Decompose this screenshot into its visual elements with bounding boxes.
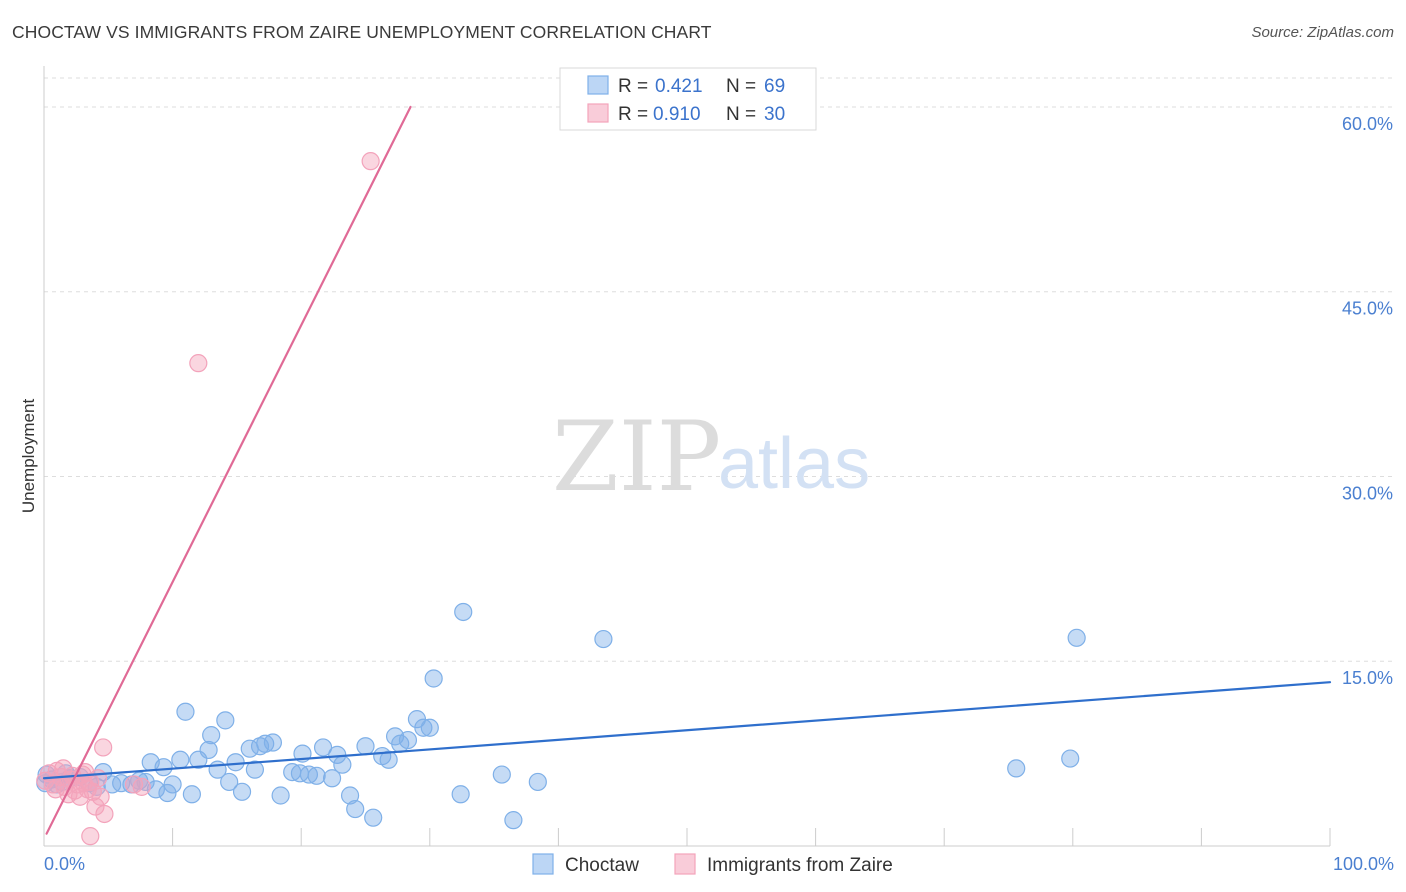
point-choctaw-56 (420, 718, 439, 737)
point-choctaw-50 (379, 750, 398, 769)
point-zaire-2 (43, 775, 63, 794)
point-choctaw-41 (313, 738, 333, 757)
point-choctaw-15 (146, 780, 165, 799)
legend-n-label-choctaw: N = (726, 76, 756, 97)
point-zaire-29 (74, 774, 93, 793)
point-choctaw-60 (492, 765, 511, 784)
trend-lines (42, 105, 1332, 835)
legend-n-label-zaire: N = (726, 104, 756, 125)
bottom-legend-swatch-choctaw (532, 853, 554, 875)
point-choctaw-35 (271, 786, 290, 805)
watermark-zip: ZIP (552, 401, 721, 513)
point-choctaw-27 (220, 772, 239, 792)
y-tick-label-0: 15.0% (1342, 668, 1393, 688)
watermark: ZIP atlas (552, 401, 870, 513)
point-choctaw-42 (322, 769, 342, 788)
bottom-legend-swatch-zaire (674, 853, 696, 875)
point-choctaw-55 (414, 718, 433, 737)
point-choctaw-47 (356, 737, 375, 756)
point-choctaw-63 (594, 629, 613, 649)
x-tick-label-min: 0.0% (44, 854, 85, 874)
legend-n-choctaw: 69 (764, 76, 785, 97)
y-tick-label-3: 60.0% (1342, 114, 1393, 134)
legend-r-choctaw: 0.421 (655, 76, 703, 97)
point-choctaw-40 (307, 766, 326, 785)
point-choctaw-21 (182, 785, 201, 804)
legend: R = 0.421 N = 69 R = 0.910 N = 30 (559, 67, 817, 131)
point-choctaw-18 (163, 775, 182, 794)
point-choctaw-48 (364, 808, 383, 827)
point-zaire-19 (81, 827, 100, 846)
point-choctaw-24 (202, 726, 221, 745)
point-choctaw-16 (154, 758, 173, 777)
point-choctaw-17 (158, 783, 177, 803)
legend-r-zaire: 0.910 (653, 104, 701, 125)
point-choctaw-64 (1007, 759, 1026, 778)
point-choctaw-62 (528, 772, 547, 792)
point-choctaw-20 (176, 702, 195, 721)
point-choctaw-26 (216, 711, 235, 730)
point-choctaw-31 (245, 760, 265, 779)
point-choctaw-57 (424, 669, 443, 688)
point-choctaw-66 (1067, 628, 1086, 647)
legend-swatch-choctaw (587, 75, 609, 95)
x-ticks (172, 828, 1331, 846)
point-choctaw-65 (1061, 749, 1080, 768)
point-choctaw-34 (263, 733, 283, 752)
point-choctaw-33 (256, 734, 275, 753)
point-zaire-26 (46, 780, 65, 799)
point-zaire-25 (361, 152, 380, 171)
legend-r-label-choctaw: R = (618, 76, 648, 97)
bottom-legend: Choctaw Immigrants from Zaire (532, 853, 893, 876)
x-tick-label-max: 100.0% (1333, 854, 1394, 874)
point-zaire-21 (95, 804, 114, 824)
legend-n-zaire: 30 (764, 104, 785, 125)
y-axis-title: Unemployment (19, 399, 38, 514)
trend-line-zaire (45, 105, 412, 835)
point-choctaw-46 (346, 799, 365, 819)
trend-line-choctaw (42, 681, 1332, 780)
y-tick-label-2: 45.0% (1342, 299, 1393, 319)
bottom-legend-zaire: Immigrants from Zaire (707, 855, 893, 876)
point-choctaw-61 (504, 811, 523, 830)
chart-title: CHOCTAW VS IMMIGRANTS FROM ZAIRE UNEMPLO… (12, 22, 712, 42)
y-tick-label-1: 30.0% (1342, 483, 1393, 503)
point-zaire-20 (94, 738, 113, 757)
point-choctaw-28 (226, 753, 245, 772)
point-zaire-23 (132, 777, 151, 796)
point-choctaw-45 (340, 786, 360, 805)
legend-swatch-zaire (587, 103, 609, 123)
point-zaire-24 (189, 354, 208, 373)
gridlines (44, 77, 1394, 662)
point-choctaw-44 (333, 755, 352, 774)
watermark-atlas: atlas (718, 424, 870, 504)
point-choctaw-59 (454, 602, 473, 622)
point-choctaw-19 (171, 750, 190, 769)
legend-r-label-zaire: R = (618, 104, 648, 125)
point-choctaw-53 (398, 730, 418, 750)
point-choctaw-58 (451, 785, 470, 804)
point-zaire-18 (91, 787, 110, 806)
point-choctaw-39 (299, 765, 319, 784)
point-choctaw-29 (232, 782, 252, 801)
bottom-legend-choctaw: Choctaw (565, 855, 639, 876)
chart-source: Source: ZipAtlas.com (1251, 24, 1394, 41)
point-choctaw-23 (199, 740, 218, 760)
y-tick-labels: 15.0% 30.0% 45.0% 60.0% (1342, 114, 1393, 688)
